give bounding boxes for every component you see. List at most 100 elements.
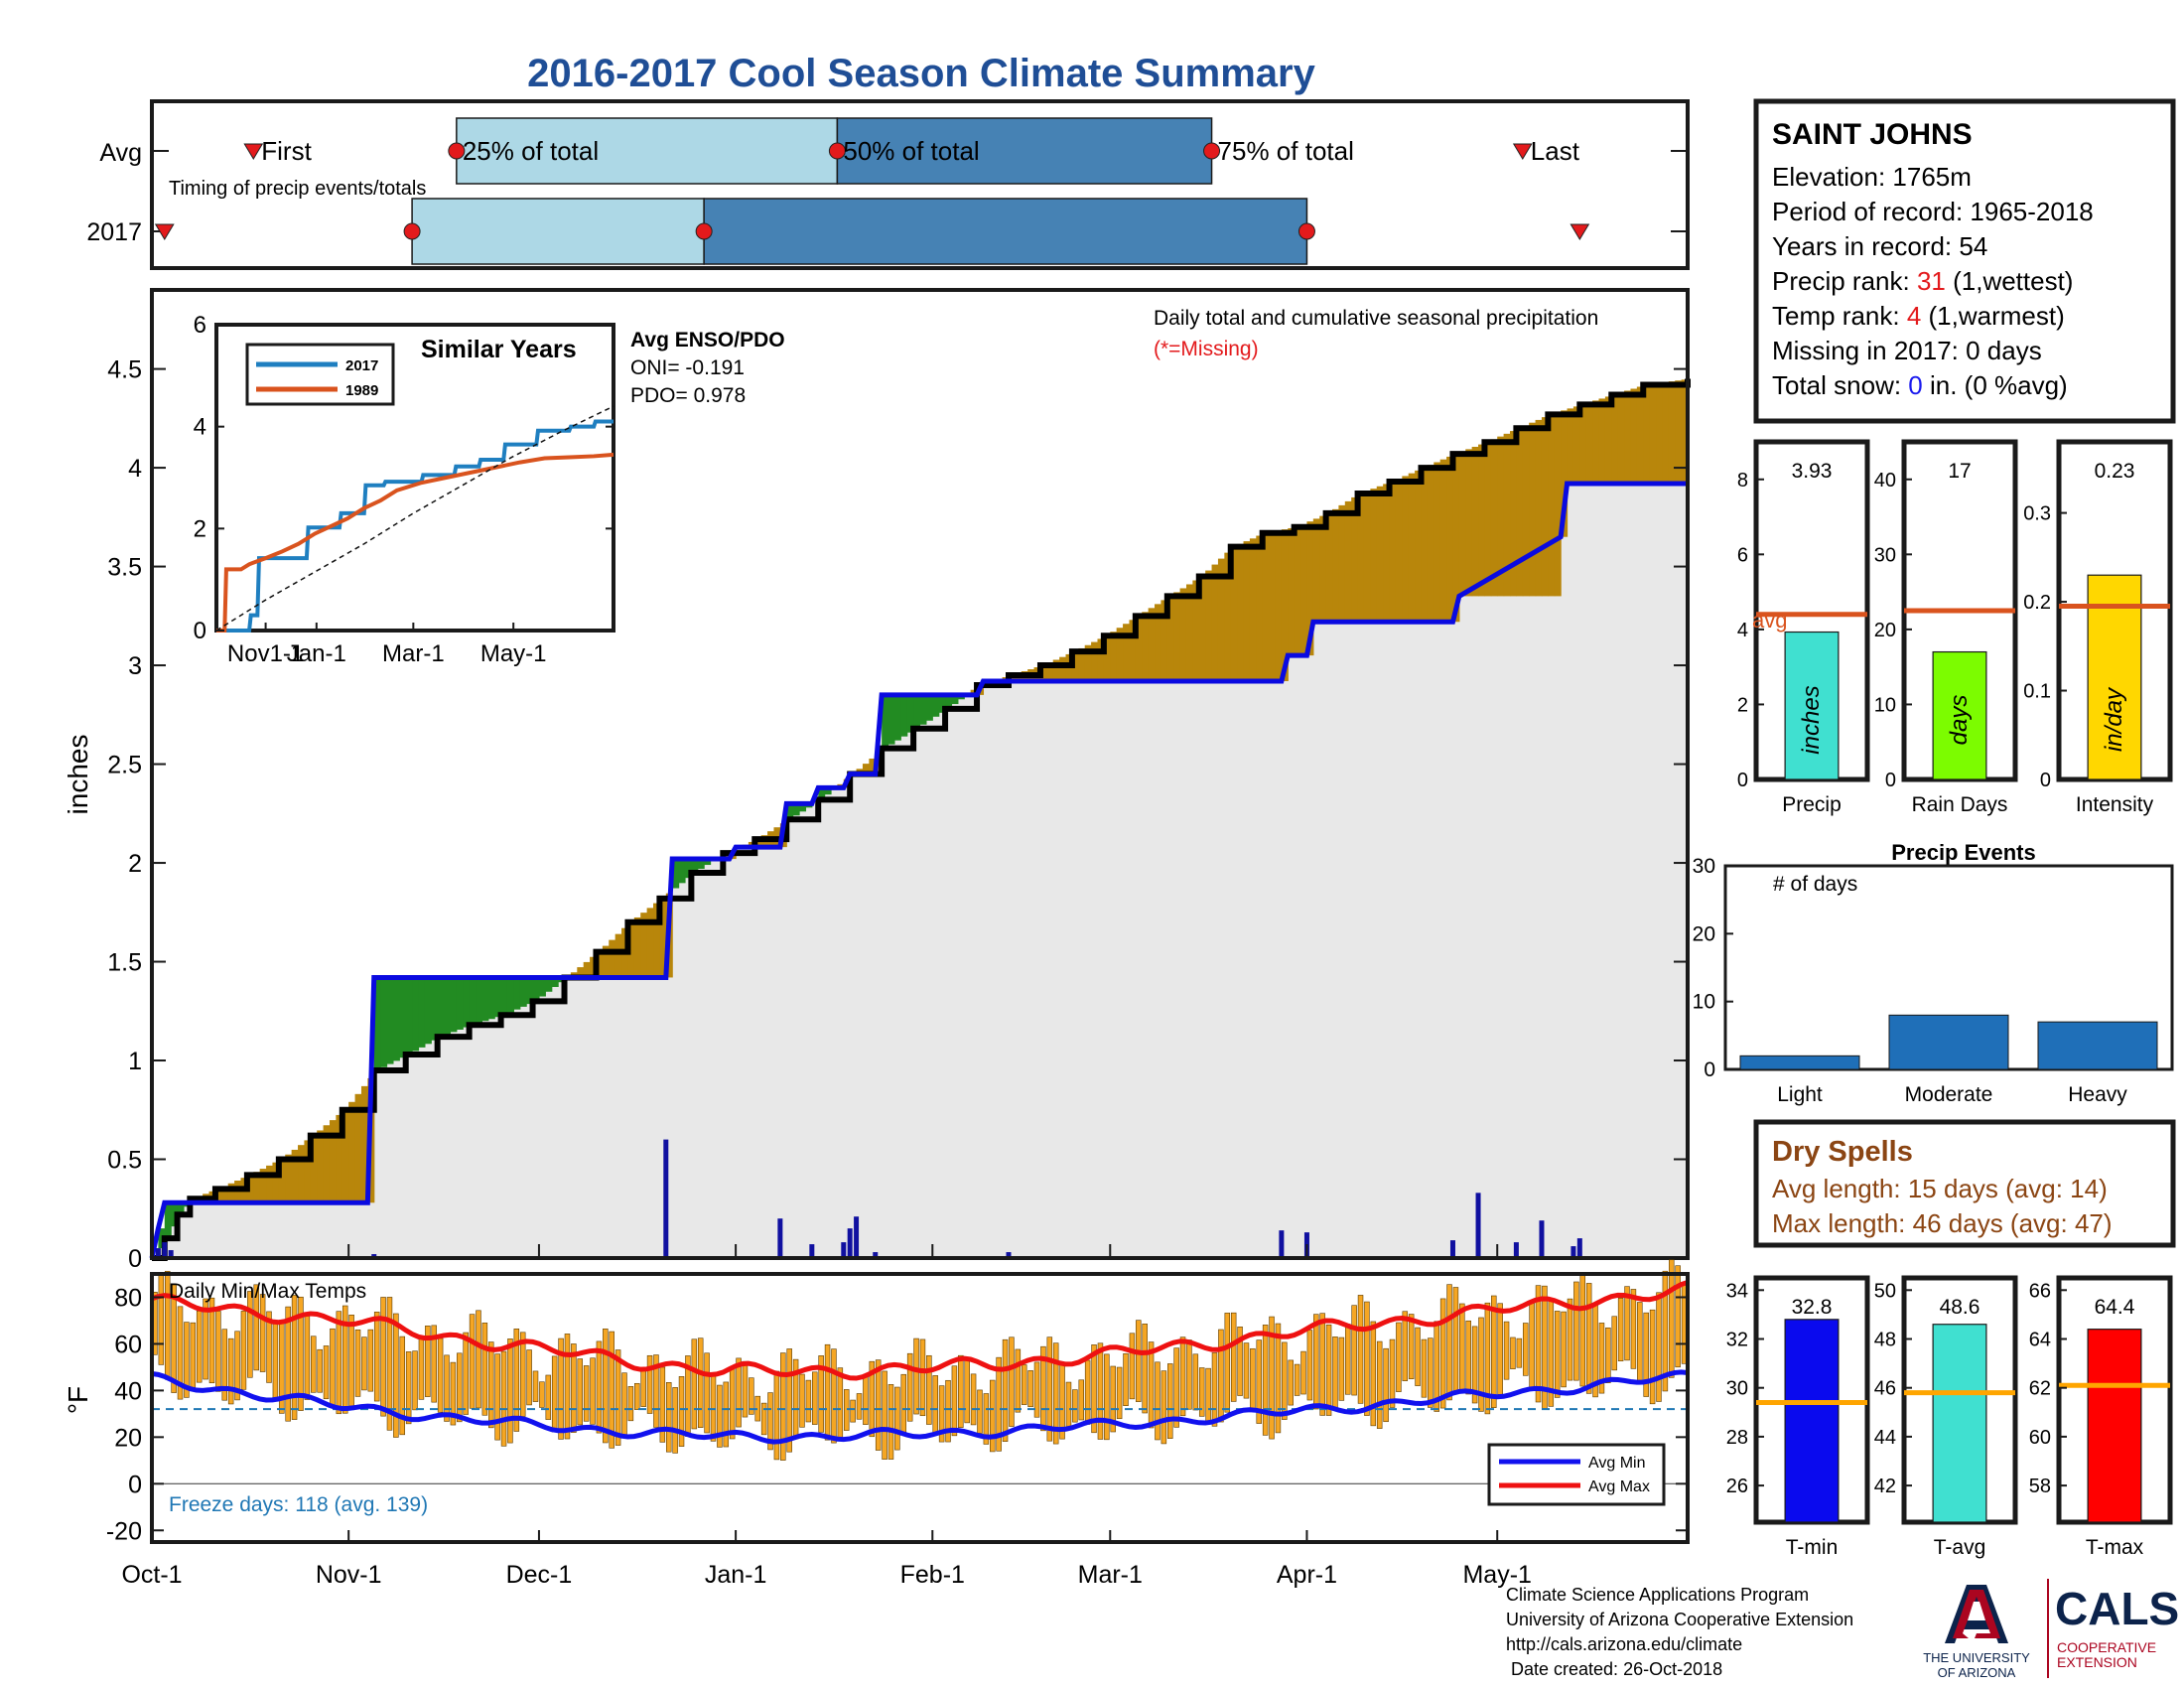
daily-precip-bar — [1570, 1246, 1576, 1258]
timing-quartile-1 — [411, 198, 705, 265]
area-above-fill — [298, 290, 306, 1146]
daily-precip-bar — [841, 1242, 847, 1258]
area-above-fill — [856, 290, 864, 770]
surplus-fill — [266, 1165, 274, 1203]
timing-75-label: 75% of total — [1218, 136, 1354, 166]
daily-temp-bar — [609, 1331, 614, 1449]
area-above-fill — [246, 290, 254, 1176]
daily-temp-bar — [1205, 1367, 1211, 1424]
area-above-fill — [558, 290, 566, 978]
daily-temp-bar — [532, 1370, 539, 1402]
area-above-fill — [1415, 290, 1423, 471]
surplus-fill — [1561, 410, 1569, 537]
daily-precip-bar — [1006, 1252, 1012, 1258]
area-above-fill — [1059, 290, 1067, 657]
deficit-fill — [386, 977, 394, 1064]
area-above-fill — [811, 290, 819, 804]
area-above-fill — [748, 290, 755, 842]
surplus-fill — [272, 1162, 280, 1203]
area-above-fill — [1389, 290, 1397, 483]
surplus-fill — [1224, 552, 1232, 681]
rain_days-ytick-label: 20 — [1874, 620, 1896, 641]
area-above-fill — [1103, 290, 1111, 636]
daily-temp-bar — [1282, 1341, 1288, 1420]
daily-temp-bar — [526, 1349, 532, 1406]
daily-temp-bar — [590, 1357, 596, 1425]
surplus-fill — [1363, 491, 1371, 623]
deficit-fill — [431, 977, 439, 1041]
area-above-fill — [158, 290, 166, 1229]
precip-events-chart: Precip Events # of days Light Moderate Hea… — [1693, 840, 2174, 1106]
daily-temp-bar — [1243, 1342, 1250, 1399]
daily-temp-bar — [1002, 1338, 1009, 1442]
area-above-fill — [285, 290, 293, 1155]
events-ytick-label: 0 — [1704, 1058, 1715, 1081]
daily-temp-bar — [1110, 1365, 1116, 1433]
daily-temp-bar — [184, 1322, 190, 1398]
area-above-fill — [1344, 290, 1352, 501]
dry-spells-box: Dry Spells Avg length: 15 days (avg: 14)… — [1753, 1119, 2176, 1248]
area-above-fill — [1332, 290, 1340, 509]
area-above-fill — [152, 290, 159, 1258]
university-of-arizona-logo: THE UNIVERSITY OF ARIZONA — [1923, 1585, 2030, 1680]
daily-temp-bar — [837, 1367, 844, 1440]
station-elevation: Elevation: 1765m — [1772, 162, 1972, 192]
surplus-fill — [1262, 532, 1270, 681]
surplus-fill — [1452, 454, 1460, 623]
surplus-fill — [1071, 651, 1079, 681]
surplus-fill — [627, 921, 635, 978]
daily-temp-bar — [463, 1332, 469, 1415]
daily-temp-bar — [773, 1370, 780, 1461]
surplus-fill — [1300, 523, 1308, 656]
temp-ytick-label: -20 — [106, 1517, 142, 1545]
area-above-fill — [1465, 290, 1473, 450]
area-above-fill — [1604, 290, 1612, 397]
deficit-fill — [824, 787, 832, 795]
snow-value: 0 — [1908, 370, 1922, 400]
daily-temp-bar — [1167, 1363, 1173, 1439]
daily-temp-bar — [951, 1365, 958, 1437]
daily-temp-bar — [1649, 1309, 1656, 1405]
temp-summary-bars: 26 28 30 32 34 32.8 T-min 42 44 46 48 50 48.6 T-avg 58… — [1726, 1275, 2173, 1559]
area-above-fill — [437, 290, 445, 978]
area-above-fill — [1572, 290, 1580, 407]
deficit-fill — [437, 977, 445, 1038]
area-above-fill — [272, 290, 280, 1163]
area-above-fill — [989, 290, 997, 681]
area-above-fill — [392, 290, 400, 978]
daily-temp-bar — [1428, 1337, 1433, 1408]
daily-temp-bar — [1510, 1336, 1516, 1369]
enso-pdo: PDO= 0.978 — [630, 384, 746, 407]
area-above-fill — [476, 290, 483, 978]
area-above-fill — [380, 290, 388, 978]
area-above-fill — [964, 290, 972, 695]
daily-temp-bar — [723, 1381, 730, 1448]
daily-temp-bar — [1237, 1326, 1243, 1396]
area-above-fill — [957, 290, 965, 695]
area-above-fill — [1052, 290, 1060, 660]
daily-temp-bar — [583, 1365, 590, 1422]
daily-temp-bar — [850, 1399, 856, 1423]
daily-temp-bar — [1084, 1359, 1091, 1425]
deficit-fill — [526, 977, 534, 1005]
temp-frame — [150, 1272, 1690, 1544]
area-above-fill — [551, 290, 559, 978]
surplus-fill — [1078, 647, 1086, 681]
surplus-fill — [1155, 604, 1162, 681]
area-above-fill — [1135, 290, 1143, 617]
daily-temp-bar — [221, 1329, 228, 1401]
surplus-fill — [869, 758, 877, 774]
area-above-fill — [1446, 290, 1454, 457]
month-xtick-label: Nov-1 — [316, 1561, 382, 1589]
daily-temp-bar — [1250, 1347, 1256, 1410]
daily-temp-bar — [958, 1354, 964, 1428]
month-xtick-label: Dec-1 — [506, 1561, 573, 1589]
deficit-fill — [951, 694, 959, 705]
daily-temp-bar — [983, 1393, 990, 1445]
surplus-fill — [1344, 500, 1352, 623]
temp-ytick-label: 40 — [114, 1377, 142, 1405]
area-above-fill — [1325, 290, 1333, 513]
area-above-fill — [1173, 290, 1181, 593]
surplus-fill — [323, 1125, 331, 1203]
deficit-fill — [412, 977, 420, 1052]
